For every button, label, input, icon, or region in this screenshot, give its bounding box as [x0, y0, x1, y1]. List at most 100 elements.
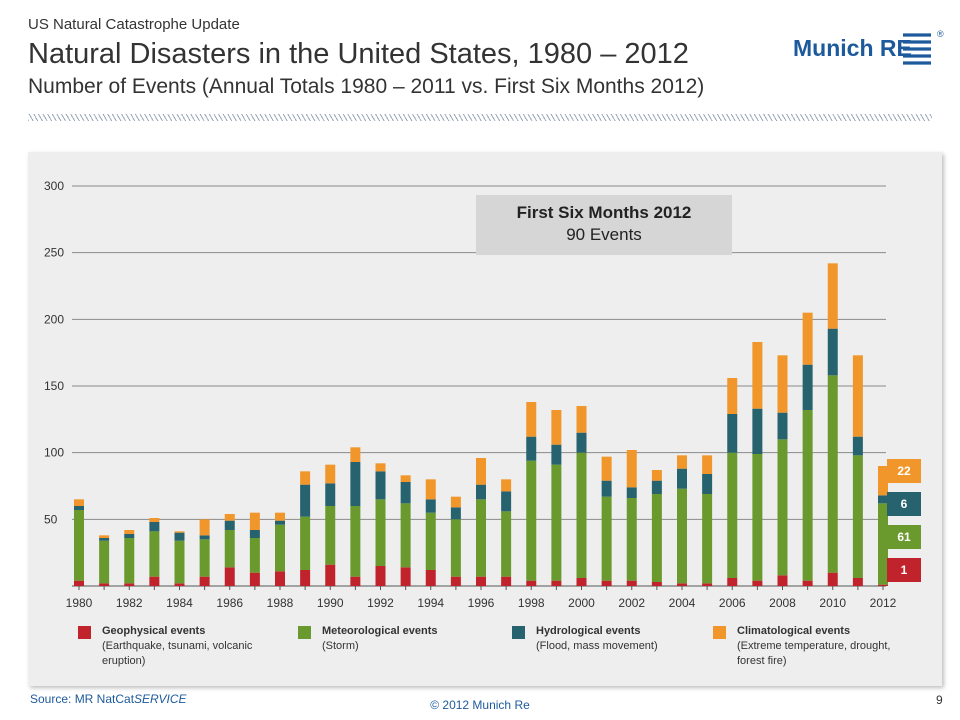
bar-segment-geophysical-events [124, 583, 135, 586]
bar-segment-hydrological-events [174, 532, 185, 541]
bar-segment-hydrological-events [802, 364, 813, 410]
bar-segment-geophysical-events [802, 580, 813, 586]
bar-segment-meteorological-events [450, 519, 461, 577]
bar-segment-geophysical-events [275, 571, 285, 586]
bar-segment-climatological-events [752, 342, 763, 409]
stacked-bar-chart: 50 100 150 200 250 300 1980 1982 1984 1986 1988 199… [44, 179, 897, 610]
bar-segment-meteorological-events [852, 455, 863, 578]
bar-segment-climatological-events [702, 455, 713, 474]
legend-desc: (Extreme temperature, drought, forest fi… [737, 640, 891, 667]
bar-segment-climatological-events [300, 471, 311, 485]
bar-segment-climatological-events [400, 475, 411, 482]
bar-segment-geophysical-events [425, 570, 436, 586]
page-number: 9 [936, 693, 943, 707]
x-tick-label: 2010 [819, 596, 846, 610]
bar-segment-hydrological-events [375, 471, 386, 500]
bar-segment-hydrological-events [677, 468, 687, 489]
bar-segment-meteorological-events [375, 499, 386, 566]
bar-segment-climatological-events [74, 499, 84, 506]
bar-segment-meteorological-events [752, 454, 763, 581]
bar-segment-geophysical-events [74, 580, 84, 586]
bar-segment-hydrological-events [827, 328, 838, 376]
bar-segment-climatological-events [224, 514, 235, 521]
bar-segment-hydrological-events [526, 436, 537, 461]
y-tick-label: 300 [44, 179, 64, 193]
bar-segment-climatological-events [425, 479, 436, 500]
munich-re-logo: Munich RE ® [793, 29, 944, 71]
y-tick-label: 50 [44, 512, 58, 526]
bar-segment-geophysical-events [526, 580, 537, 586]
bar-segment-meteorological-events [275, 524, 285, 572]
bar-segment-climatological-events [852, 355, 863, 437]
badge-hydrological: 6 [887, 492, 921, 516]
source-prefix: Source: MR NatCat [30, 692, 135, 706]
bar-segment-meteorological-events [651, 494, 662, 582]
badge-meteorological: 61 [887, 525, 921, 549]
bar-segment-hydrological-events [275, 520, 285, 525]
legend-swatch [512, 626, 525, 639]
bar-segment-climatological-events [501, 479, 512, 492]
bar-segment-meteorological-events [802, 410, 813, 581]
bar-segment-climatological-events [450, 496, 461, 508]
bar-segment-geophysical-events [99, 583, 110, 586]
bar-segment-climatological-events [551, 410, 562, 445]
bar-segment-hydrological-events [74, 506, 84, 510]
bar-segment-climatological-events [124, 530, 135, 534]
bar-segment-meteorological-events [827, 375, 838, 573]
bar-segment-meteorological-events [325, 506, 336, 565]
source-italic: SERVICE [134, 692, 187, 706]
bar-segment-climatological-events [350, 447, 361, 462]
bar-segment-hydrological-events [400, 482, 411, 504]
callout-box: First Six Months 2012 90 Events [476, 195, 732, 255]
legend-desc: (Flood, mass movement) [536, 640, 658, 652]
bar-segment-geophysical-events [551, 580, 562, 586]
bar-segment-meteorological-events [601, 496, 612, 581]
legend-label: Hydrological events [536, 625, 641, 637]
bar-segment-hydrological-events [149, 522, 160, 532]
bar-segment-meteorological-events [199, 539, 210, 577]
bar-segment-meteorological-events [626, 498, 637, 581]
bar-segment-meteorological-events [777, 439, 788, 576]
x-tick-label: 1980 [66, 596, 93, 610]
bar-segment-climatological-events [878, 466, 888, 496]
bar-segment-climatological-events [199, 519, 210, 536]
bar-segment-geophysical-events [224, 567, 235, 586]
bar-segment-geophysical-events [626, 580, 637, 586]
bar-segment-climatological-events [677, 455, 687, 469]
bar-segment-meteorological-events [878, 503, 888, 585]
x-tick-label: 1994 [417, 596, 444, 610]
logo-text: Munich RE [793, 35, 912, 61]
bar-segment-climatological-events [249, 512, 260, 530]
y-tick-label: 100 [44, 446, 64, 460]
x-tick-label: 2006 [719, 596, 746, 610]
badge-climatological: 22 [887, 459, 921, 483]
bar-segment-climatological-events [651, 470, 662, 481]
bar-segment-hydrological-events [350, 462, 361, 506]
bar-segment-geophysical-events [174, 583, 185, 586]
bar-segment-climatological-events [802, 312, 813, 365]
bar-segment-meteorological-events [249, 538, 260, 573]
bar-segment-geophysical-events [450, 576, 461, 586]
header-divider [28, 114, 932, 121]
bar-segment-climatological-events [174, 531, 185, 533]
legend-label: Geophysical events [102, 625, 206, 637]
bar-segment-hydrological-events [249, 530, 260, 538]
bar-segment-meteorological-events [476, 499, 486, 577]
bar-segment-hydrological-events [224, 520, 235, 530]
bar-segment-hydrological-events [727, 414, 738, 453]
bar-segment-meteorological-events [224, 530, 235, 568]
bar-segment-hydrological-events [425, 499, 436, 513]
badge-geophysical: 1 [887, 558, 921, 582]
bar-segment-geophysical-events [651, 582, 662, 586]
bar-segment-meteorological-events [677, 488, 687, 584]
bar-segment-hydrological-events [651, 480, 662, 494]
bar-segment-hydrological-events [99, 538, 110, 541]
bar-segment-climatological-events [827, 263, 838, 329]
bar-segment-geophysical-events [677, 583, 687, 586]
x-tick-label: 2004 [669, 596, 696, 610]
logo-mark-icon [903, 33, 931, 65]
bar-segment-climatological-events [526, 402, 537, 437]
bar-segment-meteorological-events [350, 506, 361, 577]
bar-segment-climatological-events [99, 535, 110, 538]
bar-segment-meteorological-events [124, 538, 135, 584]
